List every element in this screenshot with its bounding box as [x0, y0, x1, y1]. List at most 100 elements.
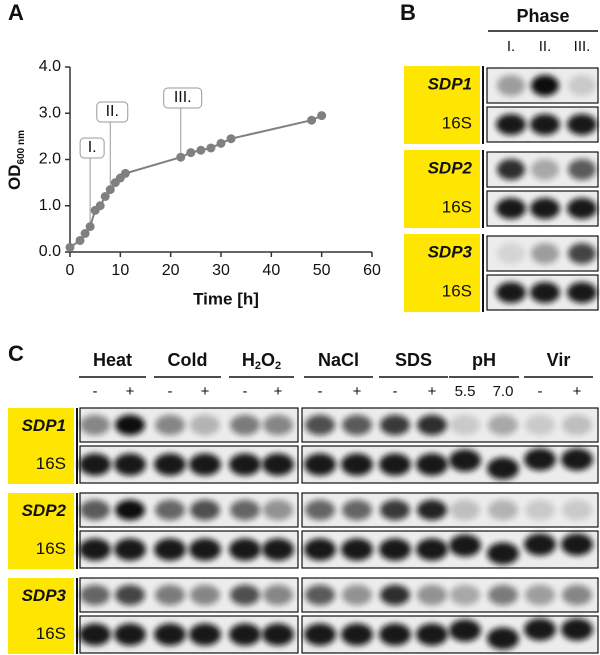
band	[525, 414, 555, 436]
y-tick-label: 3.0	[39, 104, 61, 121]
band	[304, 453, 336, 476]
band	[380, 584, 410, 606]
x-axis-title: Time [h]	[193, 289, 259, 308]
lane-label: +	[428, 383, 437, 400]
band	[190, 414, 220, 436]
reference-label: 16S	[442, 113, 472, 132]
band	[531, 75, 559, 96]
point	[176, 152, 186, 162]
band	[562, 414, 592, 436]
band	[341, 453, 373, 476]
line	[69, 114, 323, 249]
point	[65, 242, 75, 252]
lane-label: -	[393, 383, 398, 400]
panel-label: A	[8, 0, 24, 25]
band	[380, 414, 410, 436]
band	[262, 623, 294, 646]
group-label-part: 2	[255, 360, 261, 372]
band	[561, 533, 593, 556]
annotation-label: I.	[88, 139, 97, 156]
group-label-part: Cold	[168, 350, 208, 370]
x-tick-label: 10	[111, 262, 129, 279]
label-block	[8, 493, 74, 569]
band	[567, 198, 597, 219]
group-label: NaCl	[318, 350, 359, 370]
band	[497, 159, 525, 180]
lane-label: II.	[539, 38, 552, 55]
label-block	[8, 578, 74, 654]
lane-label: -	[318, 383, 323, 400]
gene-label: SDP3	[428, 242, 473, 261]
annotation-box	[79, 137, 105, 159]
band	[487, 542, 519, 565]
band	[488, 499, 518, 521]
panel-label: B	[400, 0, 416, 25]
lane-label: 5.5	[455, 383, 476, 400]
lane-label: -	[93, 383, 98, 400]
lane-label: -	[168, 383, 173, 400]
band	[305, 499, 335, 521]
band	[305, 584, 335, 606]
band	[263, 414, 293, 436]
band	[341, 623, 373, 646]
label-block	[404, 150, 480, 228]
band	[79, 538, 111, 561]
band	[230, 584, 260, 606]
band	[80, 584, 110, 606]
phase-title: Phase	[516, 6, 569, 26]
y-axis-title: OD600 nm	[5, 130, 26, 190]
band	[497, 243, 525, 264]
point	[100, 192, 110, 201]
point	[75, 235, 85, 245]
reference-label: 16S	[442, 197, 472, 216]
annotation-box	[163, 87, 203, 109]
band	[416, 453, 448, 476]
band	[262, 453, 294, 476]
lane-label: +	[126, 383, 135, 400]
band	[531, 159, 559, 180]
group-label-part: Heat	[93, 350, 132, 370]
point	[95, 201, 105, 211]
band	[115, 584, 145, 606]
band	[562, 584, 592, 606]
label-block	[404, 66, 480, 144]
gene-label: SDP2	[22, 501, 67, 520]
reference-label: 16S	[36, 624, 66, 643]
band	[154, 453, 186, 476]
lane-label: +	[353, 383, 362, 400]
band	[379, 538, 411, 561]
annotation-box	[96, 101, 129, 123]
group-label-part: NaCl	[318, 350, 359, 370]
band	[304, 538, 336, 561]
band	[189, 623, 221, 646]
band	[530, 282, 560, 303]
band	[79, 453, 111, 476]
band	[229, 538, 261, 561]
x-tick-label: 20	[162, 262, 180, 279]
band	[561, 448, 593, 471]
x-tick-label: 60	[363, 262, 381, 279]
y-tick-label: 2.0	[39, 151, 61, 168]
band	[189, 453, 221, 476]
band	[524, 533, 556, 556]
group-label: Cold	[168, 350, 208, 370]
band	[80, 414, 110, 436]
point	[206, 143, 216, 153]
band	[417, 584, 447, 606]
group-label-part: 2	[275, 360, 281, 372]
band	[155, 499, 185, 521]
band	[229, 623, 261, 646]
group-label: Heat	[93, 350, 132, 370]
lane-label: III.	[574, 38, 591, 55]
band	[79, 623, 111, 646]
y-axis-title-main: OD	[5, 164, 24, 190]
band	[262, 538, 294, 561]
point	[105, 185, 115, 195]
point	[120, 168, 130, 178]
band	[115, 414, 145, 436]
band	[568, 75, 596, 96]
lane-label: +	[274, 383, 283, 400]
annotation-label: II.	[106, 103, 119, 120]
group-label-part: pH	[472, 350, 496, 370]
y-tick-label: 4.0	[39, 58, 61, 75]
